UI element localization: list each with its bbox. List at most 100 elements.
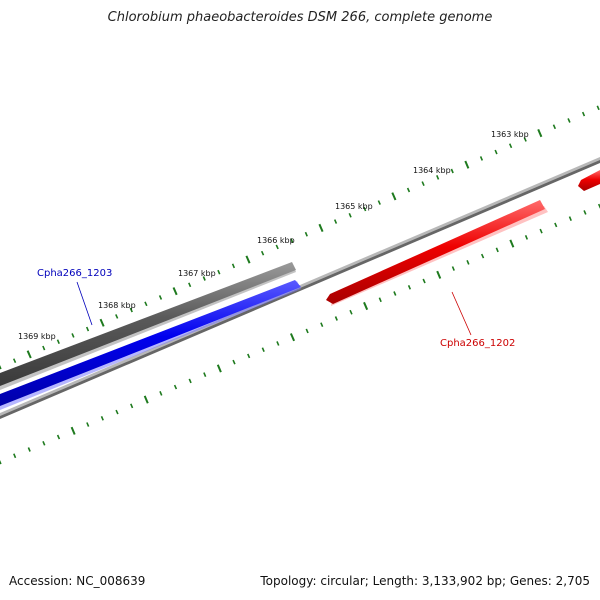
tick-label: 1365 kbp [335, 202, 373, 211]
major-tick [436, 270, 442, 279]
minor-tick [188, 282, 192, 288]
major-tick [143, 395, 149, 404]
minor-tick [494, 149, 498, 155]
minor-tick [421, 181, 425, 187]
minor-tick [71, 333, 75, 338]
minor-tick [13, 453, 17, 459]
minor-tick [596, 105, 600, 111]
major-tick [509, 239, 515, 248]
outer-tick-row [0, 105, 600, 370]
major-tick [363, 301, 369, 311]
minor-tick [363, 206, 367, 212]
minor-tick [0, 460, 2, 465]
minor-tick [27, 447, 31, 452]
minor-tick [523, 137, 527, 142]
minor-tick [12, 358, 17, 364]
minor-tick [100, 415, 104, 421]
minor-tick [567, 118, 571, 123]
minor-tick [422, 278, 426, 284]
minor-tick [115, 314, 119, 319]
minor-tick [450, 168, 454, 174]
gene-feature-red-edge[interactable] [578, 170, 600, 191]
minor-tick [407, 284, 412, 290]
minor-tick [203, 372, 207, 378]
minor-tick [56, 434, 61, 440]
major-tick [464, 160, 470, 169]
accession-text: Accession: NC_008639 [9, 574, 146, 588]
minor-tick [495, 247, 499, 253]
gene-label-text: Cpha266_1203 [37, 268, 112, 279]
minor-tick [348, 212, 352, 218]
minor-tick [144, 301, 148, 307]
gene-feature-gray[interactable] [0, 262, 296, 390]
minor-tick [159, 390, 163, 396]
minor-tick [406, 187, 411, 193]
major-tick [99, 318, 105, 327]
minor-tick [552, 124, 557, 130]
minor-tick [260, 250, 265, 256]
major-tick [26, 350, 32, 359]
minor-tick [85, 326, 90, 332]
major-tick [289, 333, 296, 342]
minor-tick [247, 353, 251, 359]
minor-tick [479, 156, 484, 161]
minor-tick [333, 219, 338, 224]
tick-label: 1367 kbp [178, 269, 216, 278]
minor-tick [0, 365, 2, 370]
minor-tick [334, 316, 338, 321]
minor-tick [480, 253, 485, 259]
minor-tick [129, 307, 133, 313]
minor-tick [349, 309, 353, 315]
genome-summary-text: Topology: circular; Length: 3,133,902 bp… [260, 574, 590, 588]
minor-tick [508, 143, 513, 149]
tick-label: 1366 kbp [257, 236, 295, 245]
minor-tick [305, 328, 309, 334]
minor-tick [568, 216, 572, 222]
minor-tick [42, 345, 46, 351]
minor-tick [261, 347, 265, 353]
minor-tick [217, 269, 221, 275]
tick-label: 1368 kbp [98, 301, 136, 310]
major-tick [216, 364, 222, 373]
minor-tick [173, 384, 178, 390]
major-tick [391, 192, 397, 201]
major-tick [245, 255, 251, 264]
minor-tick [377, 200, 381, 205]
minor-tick [232, 359, 236, 365]
minor-tick [320, 322, 324, 328]
gene-label-cpha266-1202[interactable]: Cpha266_1202 [440, 291, 515, 349]
minor-tick [56, 339, 60, 345]
tick-label: 1369 kbp [18, 332, 56, 341]
minor-tick [290, 238, 294, 243]
gene-label-cpha266-1203[interactable]: Cpha266_1203 [37, 268, 112, 326]
major-tick [537, 129, 543, 138]
minor-tick [466, 259, 470, 265]
minor-tick [130, 403, 134, 409]
gene-feature-cpha266-1203[interactable] [0, 280, 301, 410]
minor-tick [231, 263, 236, 269]
minor-tick [583, 210, 587, 215]
minor-tick [378, 297, 382, 303]
minor-tick [539, 228, 543, 234]
tick-labels: 1363 kbp 1364 kbp 1365 kbp 1366 kbp 1367… [18, 130, 529, 341]
minor-tick [393, 291, 397, 296]
minor-tick [115, 409, 119, 415]
map-title: Chlorobium phaeobacteroides DSM 266, com… [107, 10, 493, 25]
minor-tick [42, 440, 46, 446]
minor-tick [451, 266, 455, 271]
minor-tick [581, 111, 586, 117]
major-tick [70, 426, 76, 435]
minor-tick [304, 231, 308, 237]
gene-feature-cpha266-1202[interactable] [326, 200, 548, 306]
minor-tick [554, 222, 558, 228]
minor-tick [188, 378, 192, 384]
major-tick [172, 287, 178, 296]
minor-tick [524, 234, 529, 240]
gene-label-text: Cpha266_1202 [440, 338, 515, 349]
minor-tick [202, 276, 206, 281]
minor-tick [276, 341, 280, 346]
tick-label: 1364 kbp [413, 166, 451, 175]
minor-tick [275, 244, 279, 250]
